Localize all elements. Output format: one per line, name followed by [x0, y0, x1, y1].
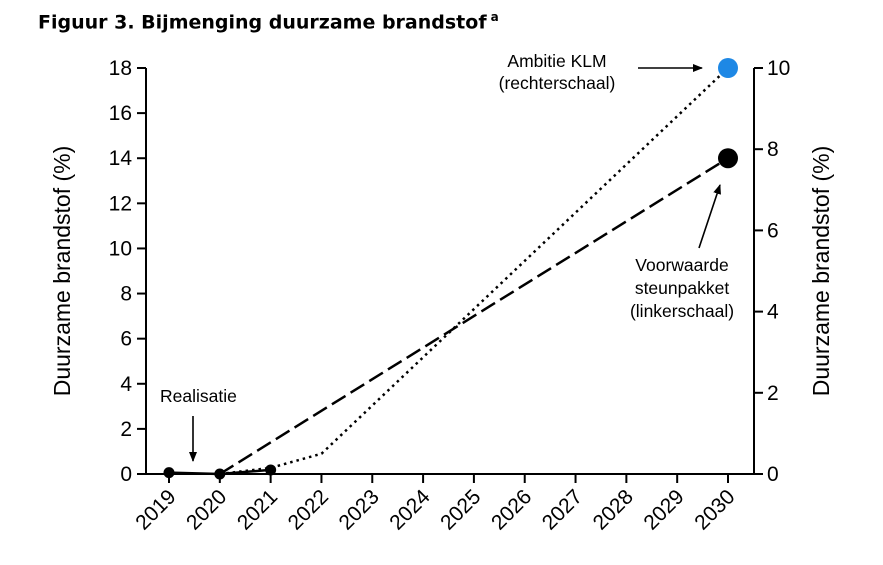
- right-tick-label: 4: [767, 301, 779, 324]
- data-point-realisatie: [163, 467, 175, 479]
- right-tick-label: 6: [767, 219, 779, 242]
- left-tick-label: 4: [120, 373, 132, 396]
- x-tick-label: 2029: [639, 485, 688, 534]
- left-tick-label: 6: [120, 328, 132, 351]
- x-tick-label: 2030: [690, 485, 739, 534]
- series-line-ambitie: [219, 67, 729, 476]
- annotation-ambitie-line: Ambitie KLM: [507, 51, 606, 71]
- x-tick-label: 2027: [538, 485, 587, 534]
- series-group: [163, 58, 738, 480]
- data-point-ambitie-2030: [718, 58, 738, 78]
- x-tick-label: 2026: [487, 485, 536, 534]
- annotation-voorwaarde: Voorwaarde steunpakket (linkerschaal): [630, 255, 734, 321]
- right-tick-label: 8: [767, 138, 779, 161]
- x-tick-label: 2024: [385, 485, 435, 535]
- x-tick-label: 2020: [182, 485, 231, 534]
- x-tick-label: 2019: [131, 485, 180, 534]
- right-tick-label: 2: [767, 382, 779, 405]
- x-tick-label: 2025: [436, 485, 485, 534]
- left-tick-label: 0: [120, 463, 132, 486]
- data-point-voorwaarde-2030: [718, 148, 738, 169]
- left-tick-label: 8: [120, 283, 132, 306]
- figure-title: Figuur 3. Bijmenging duurzame brandstof a: [38, 10, 499, 33]
- annotation-realisatie-line: Realisatie: [160, 386, 237, 406]
- left-tick-label: 16: [109, 102, 132, 125]
- annotation-ambitie-line: (rechterschaal): [499, 73, 616, 93]
- left-tick-label: 10: [109, 237, 132, 260]
- annotation-voorwaarde-line: Voorwaarde: [635, 255, 728, 275]
- x-tick-label: 2023: [335, 485, 384, 534]
- right-axis-title: Duurzame brandstof (%): [808, 146, 834, 397]
- left-axis-title: Duurzame brandstof (%): [49, 146, 75, 397]
- x-tick-label: 2028: [589, 485, 638, 534]
- left-tick-label: 12: [109, 192, 132, 215]
- series-line-voorwaarde: [219, 157, 729, 476]
- annotation-voorwaarde-line: steunpakket: [635, 278, 730, 298]
- data-point-realisatie: [265, 464, 277, 476]
- left-tick-label: 14: [109, 147, 133, 170]
- annotations: Realisatie Ambitie KLM (rechterschaal) Voor…: [160, 51, 734, 462]
- annotation-arrow-voorwaarde: [698, 184, 721, 249]
- x-tick-label: 2021: [233, 485, 282, 534]
- right-tick-label: 10: [767, 57, 790, 80]
- figure-title-text: Figuur 3. Bijmenging duurzame brandstof: [38, 11, 487, 34]
- data-point-realisatie: [214, 468, 226, 480]
- left-tick-label: 2: [120, 418, 132, 441]
- annotation-voorwaarde-line: (linkerschaal): [630, 301, 734, 321]
- right-tick-label: 0: [767, 463, 779, 486]
- x-tick-label: 2022: [284, 485, 333, 534]
- annotation-realisatie: Realisatie: [160, 386, 237, 406]
- left-tick-label: 18: [109, 57, 132, 80]
- annotation-ambitie: Ambitie KLM (rechterschaal): [499, 51, 616, 93]
- figure-title-footnote-mark: a: [490, 10, 499, 24]
